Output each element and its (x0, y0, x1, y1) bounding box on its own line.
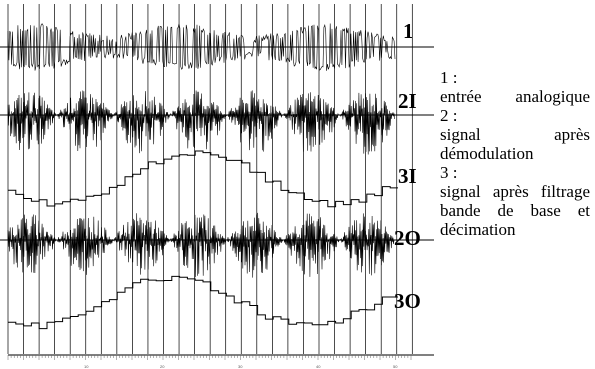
trace-2O-demodulation (7, 212, 395, 278)
legend-item-1-number: 1 : (440, 68, 458, 87)
signal-traces (7, 23, 398, 330)
trace-2I-demodulation (7, 90, 395, 155)
trace-3I-filtrage (8, 150, 398, 208)
axis-tick-label: 20 (160, 364, 165, 369)
legend-item-2-number: 2 : (440, 106, 458, 125)
legend-item-3-text: signal après filtrage bande de base et d… (440, 182, 590, 239)
channel-label-2O: 2O (394, 226, 421, 250)
trace-entree-analogique (7, 23, 396, 71)
time-gridlines (7, 4, 413, 354)
legend-item-3-number: 3 : (440, 163, 458, 182)
axis-tick-label: 30 (238, 364, 243, 369)
axis-tick-label: 40 (316, 364, 321, 369)
trace-3O-filtrage (8, 275, 398, 330)
oscilloscope-figure: 1 2I 3I 2O 3O 10 20 30 40 50 (0, 4, 434, 369)
signal-plot: 1 2I 3I 2O 3O 10 20 30 40 50 (0, 4, 434, 369)
channel-label-3I: 3I (398, 164, 417, 188)
time-axis (7, 354, 434, 360)
axis-tick-label: 10 (84, 364, 89, 369)
channel-label-2I: 2I (398, 89, 417, 113)
legend-item-2-text: signal après démodulation (440, 125, 590, 163)
axis-tick-label: 50 (393, 364, 398, 369)
channel-baselines (0, 46, 434, 241)
legend: 1 : entrée analogique 2 : signal après d… (440, 68, 590, 239)
channel-label-3O: 3O (394, 289, 421, 313)
channel-label-1: 1 (403, 19, 414, 43)
legend-item-1-text: entrée analogique (440, 87, 590, 106)
